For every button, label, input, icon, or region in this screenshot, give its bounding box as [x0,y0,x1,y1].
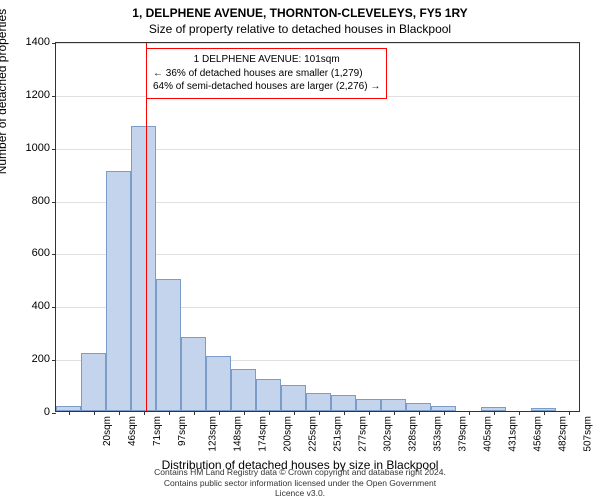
xtick-label: 507sqm [582,416,593,452]
ytick-mark [52,307,56,308]
ytick-mark [52,149,56,150]
histogram-bar [231,369,256,411]
xtick-mark [369,411,370,415]
histogram-bar [156,279,181,411]
footer-line-1: Contains HM Land Registry data © Crown c… [150,467,450,477]
ytick-label: 1000 [26,142,50,154]
xtick-label: 353sqm [432,416,443,452]
xtick-mark [469,411,470,415]
xtick-mark [519,411,520,415]
xtick-mark [94,411,95,415]
annotation-line: 64% of semi-detached houses are larger (… [153,80,380,94]
footer-line-2: Contains public sector information licen… [150,478,450,498]
xtick-label: 251sqm [332,416,343,452]
xtick-mark [544,411,545,415]
xtick-label: 482sqm [557,416,568,452]
histogram-bar [256,379,281,411]
chart-title-main: 1, DELPHENE AVENUE, THORNTON-CLEVELEYS, … [0,0,600,20]
xtick-label: 328sqm [407,416,418,452]
histogram-bar [81,353,106,411]
ytick-mark [52,202,56,203]
xtick-label: 405sqm [482,416,493,452]
xtick-label: 225sqm [307,416,318,452]
xtick-mark [119,411,120,415]
xtick-mark [169,411,170,415]
histogram-bar [131,126,156,411]
plot-area: 1 DELPHENE AVENUE: 101sqm← 36% of detach… [55,42,580,412]
ytick-label: 800 [32,195,50,207]
annotation-box: 1 DELPHENE AVENUE: 101sqm← 36% of detach… [146,48,387,99]
annotation-line: 1 DELPHENE AVENUE: 101sqm [153,53,380,67]
xtick-label: 123sqm [207,416,218,452]
xtick-label: 71sqm [152,416,163,446]
xtick-mark [294,411,295,415]
yaxis-label: Number of detached properties [0,9,9,174]
histogram-bar [356,399,381,411]
ytick-label: 1400 [26,36,50,48]
histogram-bar [381,399,406,411]
xtick-mark [194,411,195,415]
ytick-label: 0 [44,406,50,418]
xtick-label: 379sqm [457,416,468,452]
xtick-mark [269,411,270,415]
xtick-label: 20sqm [102,416,113,446]
xtick-label: 431sqm [507,416,518,452]
xtick-label: 200sqm [282,416,293,452]
xtick-mark [144,411,145,415]
xtick-mark [569,411,570,415]
xtick-mark [444,411,445,415]
histogram-bar [281,385,306,411]
ytick-label: 200 [32,353,50,365]
chart-title-sub: Size of property relative to detached ho… [0,20,600,40]
ytick-mark [52,43,56,44]
xtick-mark [419,411,420,415]
ytick-mark [52,254,56,255]
ytick-label: 1200 [26,89,50,101]
ytick-label: 600 [32,247,50,259]
gridline-h [56,43,579,44]
xtick-mark [244,411,245,415]
xtick-label: 302sqm [382,416,393,452]
histogram-bar [406,403,431,411]
annotation-line: ← 36% of detached houses are smaller (1,… [153,67,380,81]
xtick-mark [494,411,495,415]
histogram-bar [331,395,356,411]
xtick-label: 46sqm [127,416,138,446]
ytick-mark [52,96,56,97]
ytick-mark [52,413,56,414]
footer: Contains HM Land Registry data © Crown c… [150,467,450,498]
histogram-bar [206,356,231,412]
ytick-label: 400 [32,300,50,312]
histogram-bar [106,171,131,412]
xtick-mark [344,411,345,415]
histogram-bar [181,337,206,411]
xtick-label: 277sqm [357,416,368,452]
xtick-label: 174sqm [257,416,268,452]
histogram-bar [306,393,331,412]
xtick-mark [394,411,395,415]
xtick-label: 148sqm [232,416,243,452]
xtick-mark [219,411,220,415]
xtick-mark [69,411,70,415]
xtick-label: 456sqm [532,416,543,452]
xtick-label: 97sqm [177,416,188,446]
ytick-mark [52,360,56,361]
xtick-mark [319,411,320,415]
